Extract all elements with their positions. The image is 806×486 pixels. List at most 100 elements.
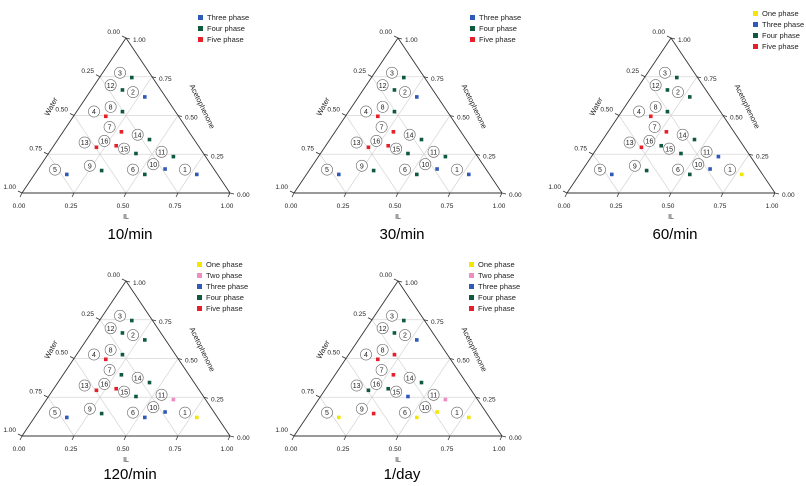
tick-mark [125,280,131,283]
tick-mark [499,435,503,441]
point-number-label: 14 [134,375,142,382]
point-circle-label [147,401,160,414]
data-point [366,388,371,393]
tick-mark [291,192,295,198]
tick-mark [203,153,209,156]
point-number-label: 7 [380,125,384,132]
tick-label-acetophenone: 1.00 [133,37,146,44]
tick-label-water: 0.00 [379,29,392,36]
data-point [419,137,424,142]
tick-mark [123,192,127,198]
legend-label: Four phase [207,24,245,33]
data-point [143,338,147,342]
point-circle-label [127,406,139,419]
point-number-label: 10 [149,405,157,412]
data-point [679,151,683,156]
tick-label-acetophenone: 0.00 [782,192,795,199]
legend-swatch [470,37,475,42]
data-point [435,167,439,171]
tick-mark [720,192,724,198]
point-circle-label [692,158,705,171]
legend-swatch [197,262,202,267]
tick-mark [151,319,157,322]
tick-label-acetophenone: 0.75 [159,76,172,83]
point-circle-label [643,135,656,147]
grid-line [722,154,750,194]
tick-mark [95,317,101,321]
ternary-panel-120min: 0.00 0.25 0.50 0.75 1.00 0.00 0.25 0.50 0.75 1.00… [0,243,260,486]
point-circle-label [350,136,363,149]
tick-mark [43,151,49,155]
point-number-label: 10 [421,405,429,412]
tick-mark [668,192,672,198]
point-circle-label [376,343,389,356]
grid-line [449,154,477,194]
legend-item: Three phase [197,281,248,292]
point-number-label: 15 [392,389,400,396]
point-number-label: 15 [120,146,128,153]
data-point [376,357,380,362]
tick-mark [229,192,235,195]
legend-label: Three phase [478,282,521,291]
tick-label-water: 0.75 [301,145,314,152]
data-point [147,380,152,385]
point-circle-label [131,128,144,141]
legend-label: Three phase [762,20,805,29]
point-number-label: 14 [679,132,687,139]
tick-mark [501,435,507,438]
data-point [435,410,439,414]
data-point [114,386,118,391]
tick-mark [393,278,399,282]
data-point [171,397,176,402]
legend-item: Five phase [197,303,248,314]
point-circle-label [155,145,168,158]
tick-mark [395,435,399,441]
tick-label-il: 1.00 [221,203,234,210]
tick-mark [588,151,594,155]
legend-label: Five phase [206,304,243,313]
point-circle-label [419,401,432,414]
data-point [337,415,341,420]
point-circle-label [403,128,416,141]
data-point [104,114,108,119]
legend-swatch [753,33,758,38]
axis-title-acetophenone: Acetophenone [188,326,217,373]
legend-item: Three phase [753,19,804,30]
point-number-label: 8 [654,104,658,111]
point-circle-label [321,163,333,176]
tick-mark [121,35,127,39]
legend-label: Four phase [206,293,244,302]
data-point [120,109,125,114]
point-number-label: 3 [390,313,394,320]
tick-label-water: 0.25 [81,311,94,318]
legend-label: Four phase [762,31,800,40]
point-number-label: 16 [373,139,381,146]
tick-mark [289,433,295,437]
point-circle-label [376,100,389,113]
tick-label-water: 0.75 [574,145,587,152]
point-circle-label [376,79,389,92]
point-number-label: 8 [381,104,385,111]
point-circle-label [724,163,736,176]
data-point [443,397,448,402]
data-point [195,415,199,420]
ternary-plot-60min: 0.00 0.25 0.50 0.75 1.000.000.250.500.751.00… [548,29,795,221]
legend-label: One phase [762,9,799,18]
point-number-label: 3 [118,313,122,320]
data-point [163,167,167,171]
data-point [376,114,380,119]
point-number-label: 12 [652,83,660,90]
legend-swatch [753,44,758,49]
legend-label: Four phase [479,24,517,33]
tick-mark [501,192,507,195]
legend-label: Three phase [479,13,522,22]
tick-label-water: 0.50 [55,350,68,357]
legend-swatch [469,284,474,289]
point-number-label: 2 [131,90,135,97]
data-point [143,172,147,177]
tick-mark [343,435,347,441]
data-point [467,172,471,177]
data-point [366,145,371,150]
tick-label-il: 0.75 [714,203,727,210]
tick-label-water: 1.00 [3,184,16,191]
